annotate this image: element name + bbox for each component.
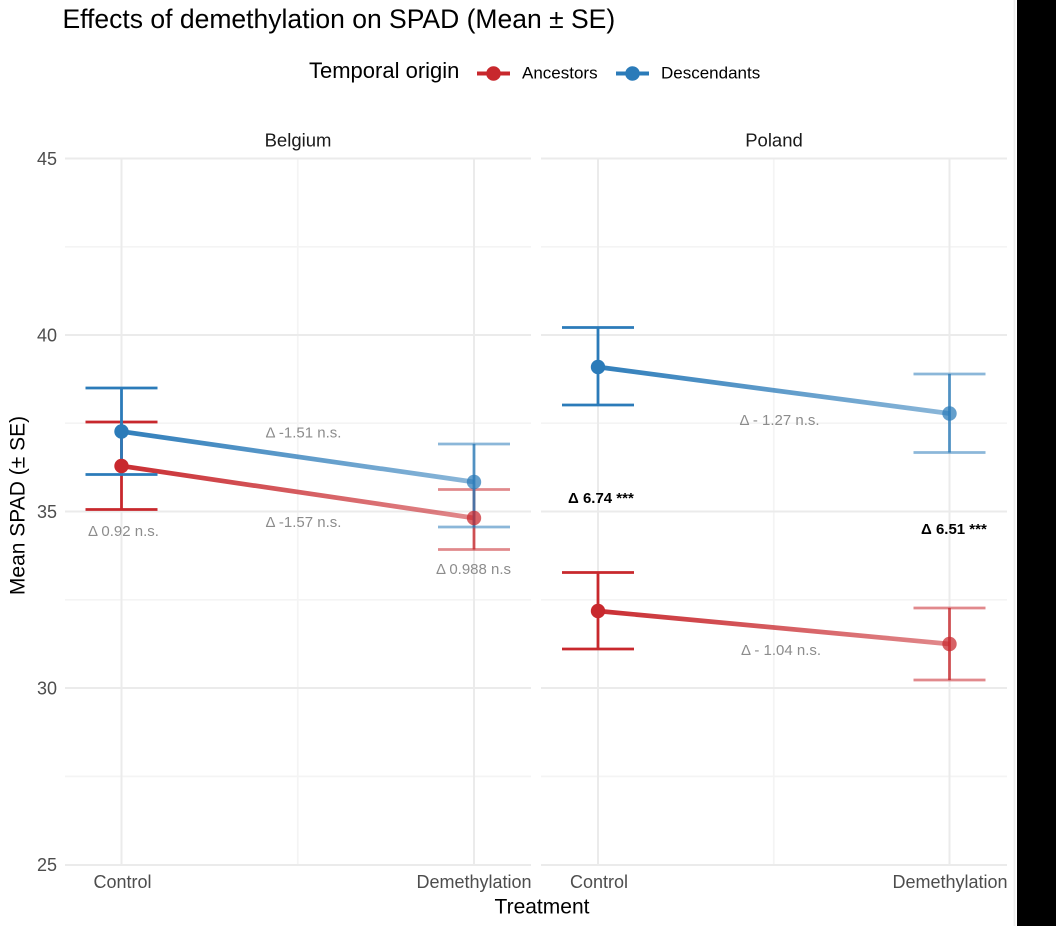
svg-text:Temporal origin: Temporal origin (309, 58, 459, 83)
svg-text:Poland: Poland (745, 130, 803, 151)
svg-text:40: 40 (37, 326, 57, 346)
svg-text:25: 25 (37, 855, 57, 875)
svg-text:Δ -1.57 n.s.: Δ -1.57 n.s. (266, 514, 342, 531)
svg-text:Demethylation: Demethylation (892, 872, 1007, 892)
svg-text:Δ 0.92 n.s.: Δ 0.92 n.s. (88, 523, 159, 540)
svg-text:Belgium: Belgium (265, 130, 332, 151)
svg-text:35: 35 (37, 502, 57, 522)
svg-text:Δ - 1.27 n.s.: Δ - 1.27 n.s. (739, 412, 819, 429)
svg-text:Ancestors: Ancestors (522, 64, 598, 83)
svg-text:Descendants: Descendants (661, 64, 760, 83)
svg-text:Δ 6.74 ***: Δ 6.74 *** (568, 490, 634, 507)
svg-text:Control: Control (93, 872, 151, 892)
svg-text:Δ -1.51 n.s.: Δ -1.51 n.s. (266, 425, 342, 442)
svg-text:Δ 6.51 ***: Δ 6.51 *** (921, 521, 987, 538)
svg-text:Effects of demethylation on SP: Effects of demethylation on SPAD (Mean ±… (63, 4, 616, 34)
svg-text:30: 30 (37, 679, 57, 699)
svg-text:Control: Control (570, 872, 628, 892)
svg-text:45: 45 (37, 149, 57, 169)
svg-text:Δ - 1.04 n.s.: Δ - 1.04 n.s. (741, 642, 821, 659)
svg-text:Treatment: Treatment (495, 896, 590, 919)
svg-text:Δ 0.988 n.s: Δ 0.988 n.s (436, 561, 511, 578)
svg-text:Mean SPAD (± SE): Mean SPAD (± SE) (7, 416, 30, 595)
svg-text:Demethylation: Demethylation (416, 872, 531, 892)
